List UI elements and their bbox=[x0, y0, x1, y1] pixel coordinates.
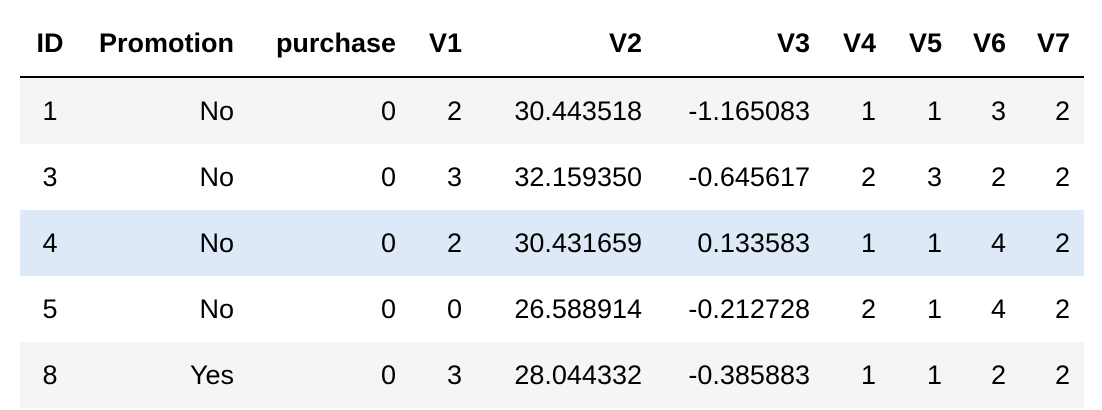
cell-v2: 26.588914 bbox=[476, 276, 656, 342]
table-row: 3 No 0 3 32.159350 -0.645617 2 3 2 2 bbox=[20, 144, 1084, 210]
table-body: 1 No 0 2 30.443518 -1.165083 1 1 3 2 3 N… bbox=[20, 77, 1084, 408]
cell-promotion: No bbox=[80, 77, 248, 144]
cell-v7: 2 bbox=[1020, 276, 1084, 342]
cell-purchase: 0 bbox=[248, 77, 410, 144]
cell-v4: 1 bbox=[824, 342, 890, 408]
cell-v3: -0.645617 bbox=[656, 144, 824, 210]
cell-promotion: Yes bbox=[80, 342, 248, 408]
table-row: 5 No 0 0 26.588914 -0.212728 2 1 4 2 bbox=[20, 276, 1084, 342]
cell-v4: 2 bbox=[824, 144, 890, 210]
table-row-highlighted: 4 No 0 2 30.431659 0.133583 1 1 4 2 bbox=[20, 210, 1084, 276]
cell-v6: 2 bbox=[956, 144, 1020, 210]
cell-v5: 3 bbox=[890, 144, 956, 210]
table-header: ID Promotion purchase V1 V2 V3 V4 V5 V6 … bbox=[20, 10, 1084, 78]
cell-v5: 1 bbox=[890, 77, 956, 144]
cell-v1: 2 bbox=[410, 77, 476, 144]
cell-v7: 2 bbox=[1020, 342, 1084, 408]
cell-promotion: No bbox=[80, 144, 248, 210]
column-header-v6: V6 bbox=[956, 10, 1020, 78]
cell-purchase: 0 bbox=[248, 276, 410, 342]
cell-v6: 2 bbox=[956, 342, 1020, 408]
cell-id: 8 bbox=[20, 342, 80, 408]
cell-v6: 4 bbox=[956, 276, 1020, 342]
cell-v2: 28.044332 bbox=[476, 342, 656, 408]
cell-v7: 2 bbox=[1020, 144, 1084, 210]
cell-v2: 32.159350 bbox=[476, 144, 656, 210]
table-row: 1 No 0 2 30.443518 -1.165083 1 1 3 2 bbox=[20, 77, 1084, 144]
table-row: 8 Yes 0 3 28.044332 -0.385883 1 1 2 2 bbox=[20, 342, 1084, 408]
cell-v2: 30.431659 bbox=[476, 210, 656, 276]
cell-v3: -1.165083 bbox=[656, 77, 824, 144]
cell-v1: 3 bbox=[410, 342, 476, 408]
cell-v5: 1 bbox=[890, 276, 956, 342]
cell-v5: 1 bbox=[890, 342, 956, 408]
cell-v1: 3 bbox=[410, 144, 476, 210]
column-header-v2: V2 bbox=[476, 10, 656, 78]
cell-purchase: 0 bbox=[248, 342, 410, 408]
cell-id: 5 bbox=[20, 276, 80, 342]
cell-promotion: No bbox=[80, 210, 248, 276]
cell-v3: -0.212728 bbox=[656, 276, 824, 342]
cell-v6: 3 bbox=[956, 77, 1020, 144]
header-row: ID Promotion purchase V1 V2 V3 V4 V5 V6 … bbox=[20, 10, 1084, 78]
cell-v4: 1 bbox=[824, 210, 890, 276]
cell-v4: 1 bbox=[824, 77, 890, 144]
dataframe-table: ID Promotion purchase V1 V2 V3 V4 V5 V6 … bbox=[20, 10, 1084, 408]
column-header-purchase: purchase bbox=[248, 10, 410, 78]
cell-v2: 30.443518 bbox=[476, 77, 656, 144]
cell-id: 1 bbox=[20, 77, 80, 144]
cell-v1: 0 bbox=[410, 276, 476, 342]
column-header-id: ID bbox=[20, 10, 80, 78]
cell-id: 4 bbox=[20, 210, 80, 276]
column-header-v1: V1 bbox=[410, 10, 476, 78]
cell-v7: 2 bbox=[1020, 77, 1084, 144]
column-header-v5: V5 bbox=[890, 10, 956, 78]
cell-purchase: 0 bbox=[248, 144, 410, 210]
column-header-promotion: Promotion bbox=[80, 10, 248, 78]
cell-v7: 2 bbox=[1020, 210, 1084, 276]
cell-v3: 0.133583 bbox=[656, 210, 824, 276]
cell-v5: 1 bbox=[890, 210, 956, 276]
cell-id: 3 bbox=[20, 144, 80, 210]
column-header-v7: V7 bbox=[1020, 10, 1084, 78]
cell-v1: 2 bbox=[410, 210, 476, 276]
cell-v4: 2 bbox=[824, 276, 890, 342]
cell-v3: -0.385883 bbox=[656, 342, 824, 408]
column-header-v3: V3 bbox=[656, 10, 824, 78]
cell-v6: 4 bbox=[956, 210, 1020, 276]
column-header-v4: V4 bbox=[824, 10, 890, 78]
cell-purchase: 0 bbox=[248, 210, 410, 276]
cell-promotion: No bbox=[80, 276, 248, 342]
